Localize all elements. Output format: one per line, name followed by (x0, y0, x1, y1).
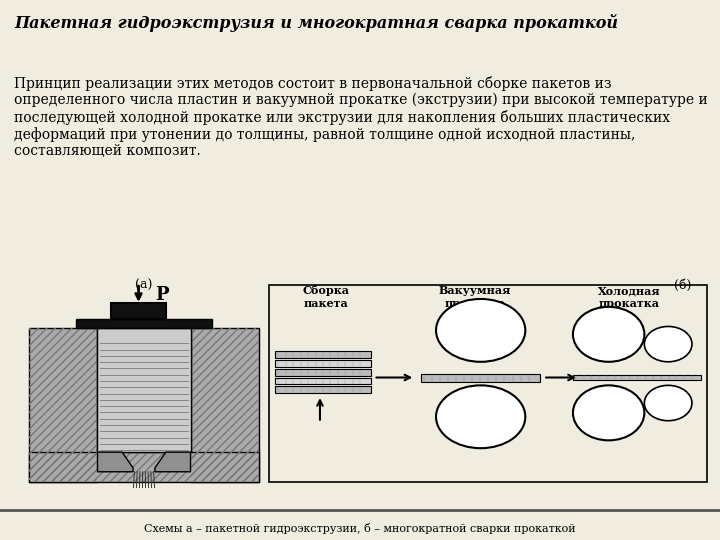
Bar (275, 351, 371, 358)
Ellipse shape (644, 386, 692, 421)
Bar (29, 328, 97, 482)
Polygon shape (97, 452, 133, 472)
Text: Схемы а – пакетной гидроэкструзии, б – многократной сварки прокаткой: Схемы а – пакетной гидроэкструзии, б – м… (144, 523, 576, 534)
Text: Вакуумная
прокатка: Вакуумная прокатка (438, 285, 511, 309)
Text: P: P (155, 286, 168, 304)
Bar (421, 374, 540, 382)
Text: Пакетная гидроэкструзия и многократная сварка прокаткой: Пакетная гидроэкструзия и многократная с… (14, 14, 618, 31)
Bar (97, 328, 191, 452)
Ellipse shape (573, 307, 644, 362)
Bar (111, 303, 166, 319)
Bar (275, 377, 371, 384)
Bar (191, 328, 259, 482)
Bar (29, 452, 259, 482)
Bar (191, 328, 259, 482)
Text: Принцип реализации этих методов состоит в первоначальной сборке пакетов из опред: Принцип реализации этих методов состоит … (14, 76, 708, 158)
Ellipse shape (436, 299, 526, 362)
Bar (76, 319, 212, 328)
Bar (29, 452, 259, 482)
Bar (573, 375, 701, 381)
Bar (29, 328, 97, 482)
Bar (275, 360, 371, 367)
Bar (275, 386, 371, 393)
Ellipse shape (436, 386, 526, 448)
Text: Холодная
прокатка: Холодная прокатка (598, 285, 661, 309)
Text: (б): (б) (675, 279, 692, 292)
Ellipse shape (573, 386, 644, 440)
Ellipse shape (644, 327, 692, 362)
Text: Сборка
пакета: Сборка пакета (302, 285, 349, 309)
Text: (а): (а) (135, 279, 153, 292)
Polygon shape (155, 452, 191, 472)
Bar (275, 369, 371, 375)
